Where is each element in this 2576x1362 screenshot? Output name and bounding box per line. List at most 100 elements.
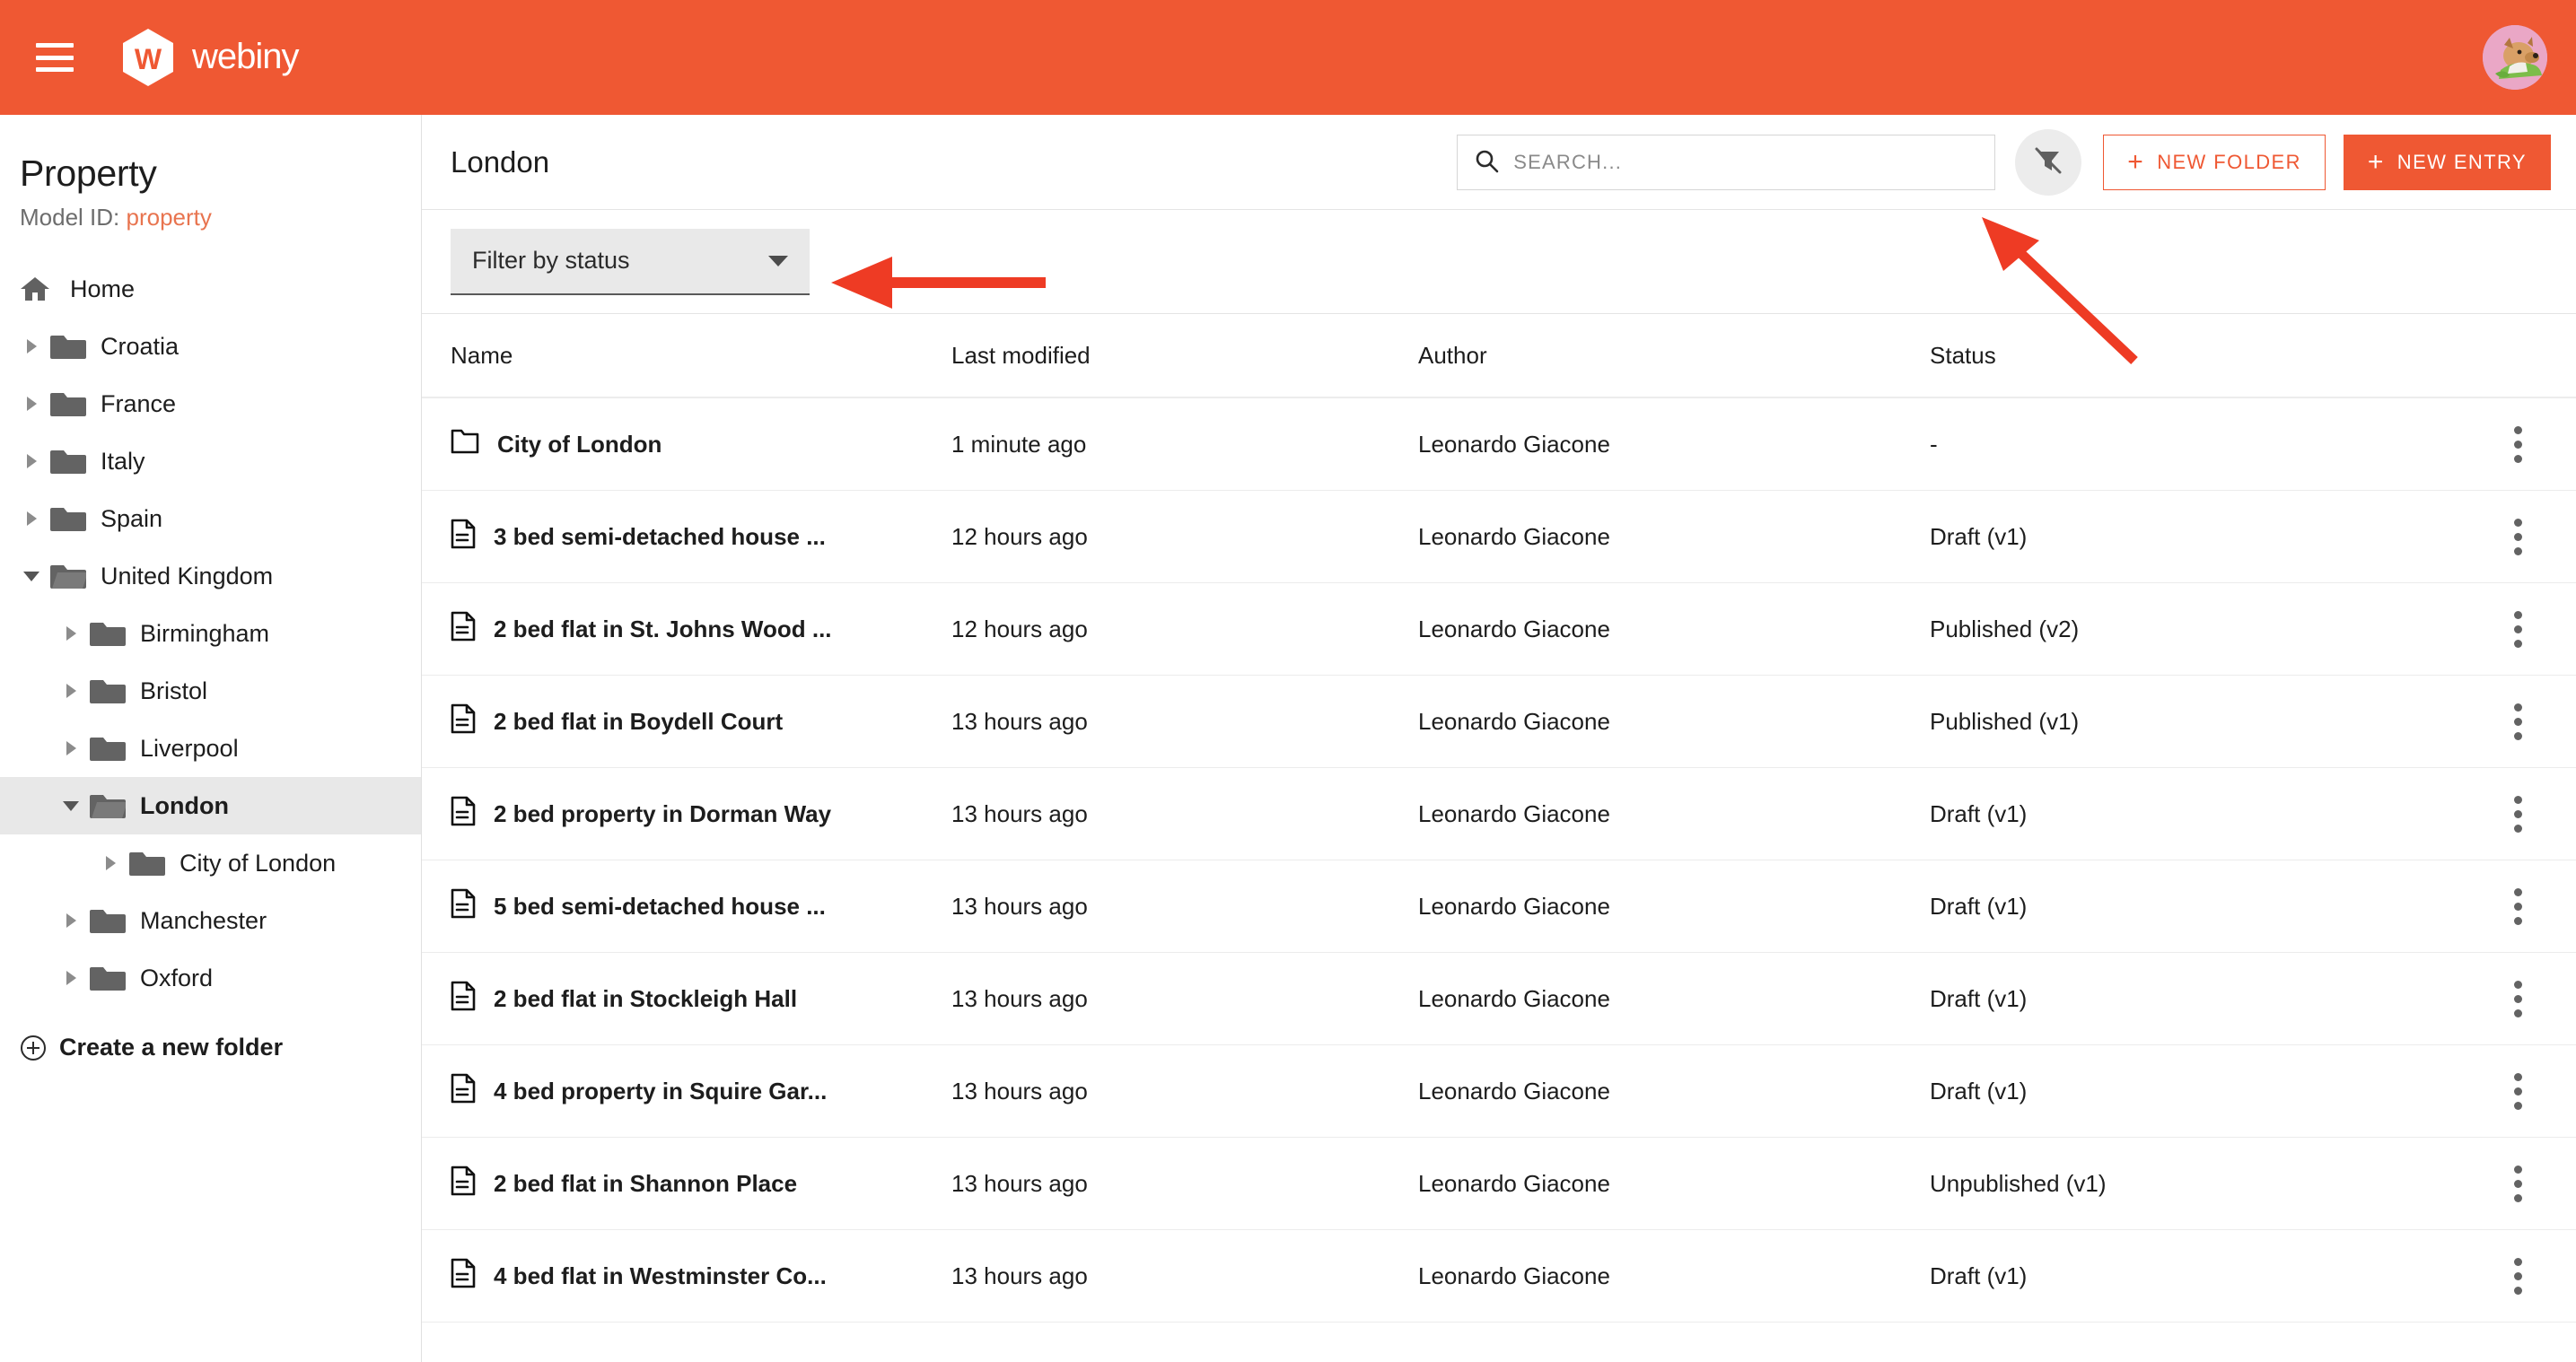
search-input[interactable]: [1513, 151, 1979, 174]
table-row[interactable]: 2 bed flat in Stockleigh Hall 13 hours a…: [422, 953, 2576, 1045]
chevron-right-icon[interactable]: [20, 335, 43, 358]
cell-name[interactable]: 2 bed property in Dorman Way: [422, 796, 951, 833]
cell-author: Leonardo Giacone: [1418, 1077, 1610, 1104]
table-row[interactable]: 3 bed semi-detached house ... 12 hours a…: [422, 491, 2576, 583]
chevron-right-icon[interactable]: [59, 622, 83, 645]
cell-status: Draft (v1): [1930, 522, 2028, 550]
cell-name[interactable]: 4 bed flat in Westminster Co...: [422, 1258, 951, 1295]
cell-name[interactable]: 2 bed flat in Boydell Court: [422, 703, 951, 740]
filter-by-status-select[interactable]: Filter by status: [451, 228, 810, 295]
search-box[interactable]: [1457, 135, 1996, 190]
row-menu-icon[interactable]: [2507, 1066, 2529, 1117]
sidebar-item-home[interactable]: Home: [0, 260, 421, 318]
chevron-right-icon[interactable]: [20, 392, 43, 415]
column-header-author[interactable]: Author: [1418, 341, 1487, 369]
new-folder-label: NEW FOLDER: [2157, 151, 2301, 173]
column-header-last-modified[interactable]: Last modified: [951, 341, 1091, 369]
toggle-filters-button[interactable]: [2015, 129, 2082, 196]
cell-last-modified: 12 hours ago: [951, 615, 1088, 642]
table-row[interactable]: 2 bed flat in Boydell Court 13 hours ago…: [422, 676, 2576, 768]
chevron-down-icon[interactable]: [20, 564, 43, 588]
sidebar-item-united-kingdom[interactable]: United Kingdom: [0, 547, 421, 605]
chevron-right-icon[interactable]: [20, 450, 43, 473]
cell-name[interactable]: 2 bed flat in Shannon Place: [422, 1166, 951, 1202]
row-menu-icon[interactable]: [2507, 1158, 2529, 1209]
left-sidebar: Property Model ID: property Home Croatia…: [0, 115, 422, 1362]
chevron-right-icon[interactable]: [59, 737, 83, 760]
table-row[interactable]: 2 bed flat in St. Johns Wood ... 12 hour…: [422, 583, 2576, 676]
sidebar-item-label: Italy: [101, 447, 145, 475]
sidebar-item-label: Oxford: [140, 964, 214, 991]
chevron-down-icon[interactable]: [59, 794, 83, 817]
sidebar-item-spain[interactable]: Spain: [0, 490, 421, 547]
sidebar-item-birmingham[interactable]: Birmingham: [0, 605, 421, 662]
table-row[interactable]: 2 bed property in Dorman Way 13 hours ag…: [422, 768, 2576, 860]
folder-icon: [90, 619, 126, 648]
chevron-right-icon[interactable]: [59, 679, 83, 703]
sidebar-item-label: Bristol: [140, 677, 208, 704]
cell-name[interactable]: 2 bed flat in St. Johns Wood ...: [422, 611, 951, 648]
folder-icon: [90, 677, 126, 705]
column-header-name[interactable]: Name: [451, 341, 513, 369]
row-menu-icon[interactable]: [2507, 1251, 2529, 1302]
row-menu-icon[interactable]: [2507, 604, 2529, 655]
cell-name[interactable]: 3 bed semi-detached house ...: [422, 519, 951, 555]
document-icon: [451, 1166, 476, 1202]
table-row[interactable]: 4 bed property in Squire Gar... 13 hours…: [422, 1045, 2576, 1138]
document-icon: [451, 981, 476, 1017]
sidebar-item-italy[interactable]: Italy: [0, 432, 421, 490]
cell-name[interactable]: City of London: [422, 428, 951, 461]
cell-actions: [2441, 881, 2576, 932]
chevron-right-icon[interactable]: [59, 909, 83, 932]
filter-bar: Filter by status: [422, 210, 2576, 314]
sidebar-item-city-of-london[interactable]: City of London: [0, 834, 421, 892]
table-row[interactable]: 4 bed flat in Westminster Co... 13 hours…: [422, 1230, 2576, 1323]
cell-status: Published (v1): [1930, 707, 2080, 735]
sidebar-item-london[interactable]: London: [0, 777, 421, 834]
cell-name[interactable]: 2 bed flat in Stockleigh Hall: [422, 981, 951, 1017]
table-row[interactable]: City of London 1 minute ago Leonardo Gia…: [422, 398, 2576, 491]
table-row[interactable]: 5 bed semi-detached house ... 13 hours a…: [422, 860, 2576, 953]
webiny-logo[interactable]: W webiny: [120, 28, 345, 87]
new-folder-button[interactable]: + NEW FOLDER: [2103, 135, 2326, 190]
header-toolbar: + NEW FOLDER + NEW ENTRY: [1457, 115, 2551, 210]
cell-author: Leonardo Giacone: [1418, 430, 1610, 458]
document-icon: [451, 796, 476, 833]
chevron-down-icon: [767, 247, 790, 275]
filter-off-icon: [2032, 144, 2064, 181]
cell-actions: [2441, 789, 2576, 840]
row-title: 4 bed property in Squire Gar...: [494, 1077, 828, 1104]
sidebar-item-oxford[interactable]: Oxford: [0, 949, 421, 1007]
chevron-right-icon[interactable]: [59, 966, 83, 990]
create-new-folder-button[interactable]: Create a new folder: [20, 1034, 421, 1061]
sidebar-item-liverpool[interactable]: Liverpool: [0, 720, 421, 777]
cell-name[interactable]: 4 bed property in Squire Gar...: [422, 1073, 951, 1110]
sidebar-item-bristol[interactable]: Bristol: [0, 662, 421, 720]
chevron-right-icon[interactable]: [99, 851, 122, 875]
row-menu-icon[interactable]: [2507, 973, 2529, 1025]
folder-icon: [451, 428, 479, 461]
cell-last-modified: 13 hours ago: [951, 707, 1088, 735]
user-avatar[interactable]: [2483, 25, 2547, 90]
cell-name[interactable]: 5 bed semi-detached house ...: [422, 888, 951, 925]
create-new-folder-label: Create a new folder: [59, 1034, 284, 1061]
sidebar-item-croatia[interactable]: Croatia: [0, 318, 421, 375]
content-header: London: [422, 115, 2576, 210]
column-header-status[interactable]: Status: [1930, 341, 1996, 369]
sidebar-item-label: Birmingham: [140, 619, 270, 647]
sidebar-item-manchester[interactable]: Manchester: [0, 892, 421, 949]
cell-status: Draft (v1): [1930, 1077, 2028, 1104]
sidebar-item-france[interactable]: France: [0, 375, 421, 432]
table-row[interactable]: 2 bed flat in Shannon Place 13 hours ago…: [422, 1138, 2576, 1230]
row-menu-icon[interactable]: [2507, 881, 2529, 932]
row-menu-icon[interactable]: [2507, 789, 2529, 840]
new-entry-button[interactable]: + NEW ENTRY: [2343, 135, 2551, 190]
hamburger-menu-icon[interactable]: [36, 43, 74, 72]
folder-icon: [50, 332, 86, 361]
row-menu-icon[interactable]: [2507, 511, 2529, 563]
model-id-value[interactable]: property: [126, 204, 212, 231]
chevron-right-icon[interactable]: [20, 507, 43, 530]
row-menu-icon[interactable]: [2507, 696, 2529, 747]
row-menu-icon[interactable]: [2507, 419, 2529, 470]
sidebar-item-label: United Kingdom: [101, 562, 274, 589]
